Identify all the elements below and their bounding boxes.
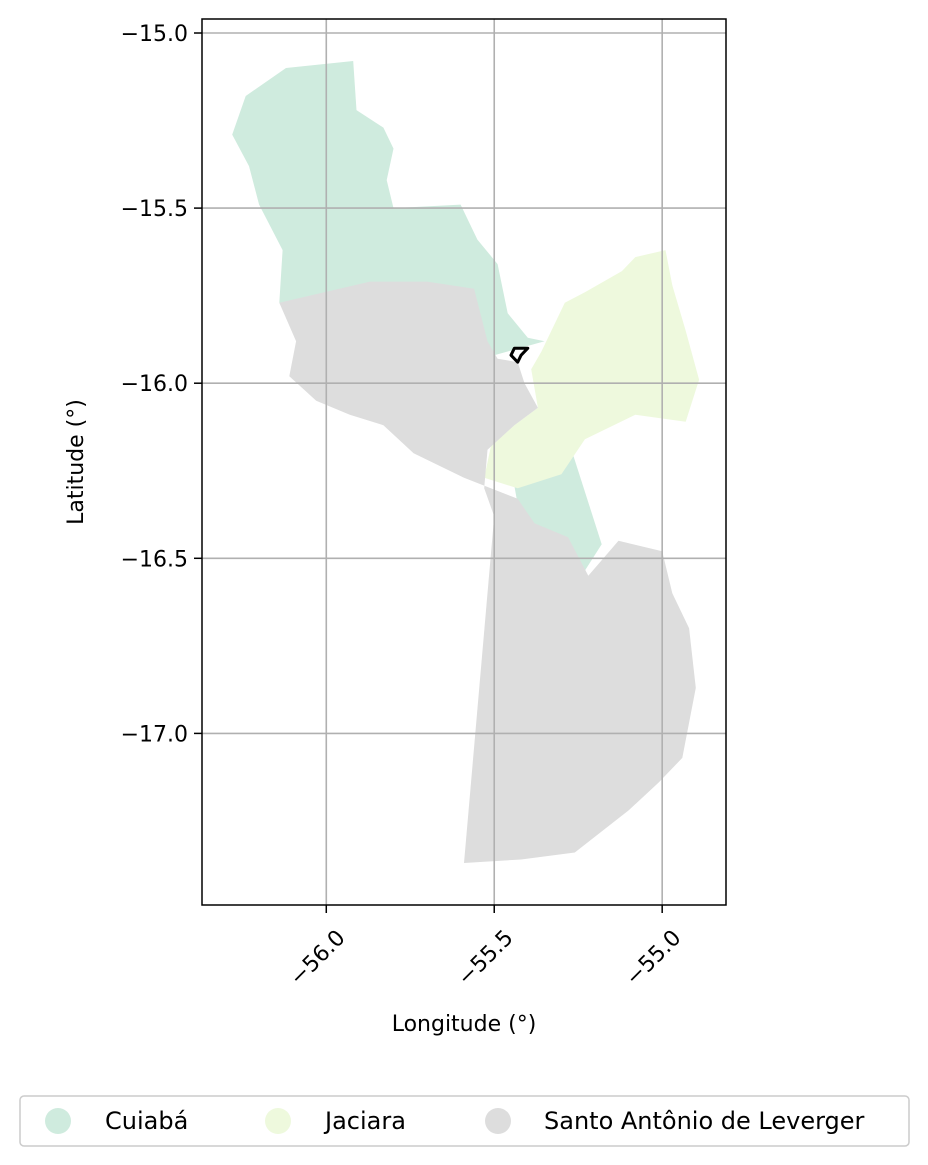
x-tick-label-2: −55.5 xyxy=(453,926,518,991)
legend: Cuiabá Jaciara Santo Antônio de Leverger xyxy=(19,1095,910,1147)
x-tick-label-1: −56.0 xyxy=(285,926,350,991)
y-axis-label: Latitude (°) xyxy=(64,399,89,525)
legend-marker-cuiaba xyxy=(45,1108,71,1134)
y-axis-ticks: −15.0 −15.5 −16.0 −16.5 −17.0 xyxy=(121,22,202,747)
legend-label-cuiaba: Cuiabá xyxy=(105,1107,188,1135)
legend-frame xyxy=(19,1095,910,1147)
region-santo-antonio-de-leverger-1 xyxy=(279,281,696,864)
y-tick-label-3: −16.0 xyxy=(121,372,188,397)
y-tick-label-5: −17.0 xyxy=(121,722,188,747)
x-axis-label: Longitude (°) xyxy=(392,1012,537,1037)
legend-label-santo-antonio-de-leverger: Santo Antônio de Leverger xyxy=(544,1107,865,1135)
legend-marker-santo-antonio-de-leverger xyxy=(485,1108,511,1134)
gridlines xyxy=(202,19,726,905)
y-tick-label-1: −15.0 xyxy=(121,22,188,47)
x-tick-label-3: −55.0 xyxy=(621,926,686,991)
legend-label-jaciara: Jaciara xyxy=(323,1107,406,1135)
y-tick-label-2: −15.5 xyxy=(121,197,188,222)
outline-marker-1 xyxy=(509,346,530,364)
y-tick-label-4: −16.5 xyxy=(121,547,188,572)
plot-frame xyxy=(201,18,727,906)
region-jaciara-1 xyxy=(484,250,700,489)
legend-marker-jaciara xyxy=(265,1108,291,1134)
x-axis-ticks: −56.0 −55.5 −55.0 xyxy=(285,905,686,991)
